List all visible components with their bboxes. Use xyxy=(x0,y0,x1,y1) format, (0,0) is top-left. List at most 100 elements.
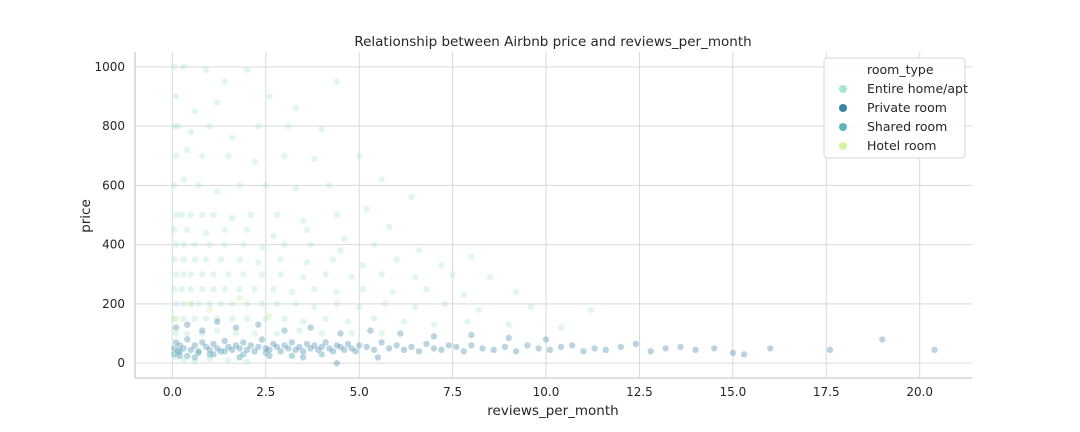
data-point xyxy=(266,93,273,100)
data-point xyxy=(587,306,595,313)
data-point xyxy=(210,211,217,219)
data-point xyxy=(210,351,217,358)
x-tick-label: 5.0 xyxy=(350,385,369,399)
data-point xyxy=(180,176,187,183)
data-point xyxy=(258,244,266,251)
data-point xyxy=(191,354,198,361)
data-point xyxy=(299,354,307,361)
data-point xyxy=(240,271,247,278)
data-point xyxy=(240,241,247,248)
data-point xyxy=(527,303,535,311)
data-point xyxy=(329,348,337,355)
data-point xyxy=(400,346,408,353)
data-point xyxy=(296,343,303,351)
data-point xyxy=(172,315,180,322)
data-point xyxy=(307,324,314,331)
data-point xyxy=(262,182,269,189)
x-tick-label: 17.5 xyxy=(813,385,840,399)
data-point xyxy=(326,345,333,352)
data-point xyxy=(292,300,299,308)
legend-marker xyxy=(839,142,847,150)
data-point xyxy=(311,342,318,349)
data-point xyxy=(415,247,423,254)
series-shared-room xyxy=(171,348,325,359)
data-point xyxy=(199,327,206,334)
data-point xyxy=(273,300,281,308)
data-point xyxy=(348,345,355,352)
data-point xyxy=(412,274,419,281)
data-point xyxy=(210,271,217,278)
data-point xyxy=(299,274,307,281)
data-point xyxy=(449,271,456,278)
data-point xyxy=(199,271,206,278)
data-point xyxy=(512,348,520,355)
legend-label: Hotel room xyxy=(867,138,936,153)
data-point xyxy=(202,229,210,236)
data-point xyxy=(363,205,370,213)
data-point xyxy=(191,358,198,365)
data-point xyxy=(171,63,178,70)
data-point xyxy=(356,342,363,349)
legend-marker xyxy=(839,104,847,112)
data-point xyxy=(423,285,430,293)
data-point xyxy=(318,330,325,337)
data-points xyxy=(171,63,938,367)
data-point xyxy=(370,346,378,353)
data-point xyxy=(468,253,475,260)
data-point xyxy=(255,122,262,130)
data-point xyxy=(180,256,187,263)
data-point xyxy=(180,315,187,322)
data-point xyxy=(270,340,277,348)
data-point xyxy=(191,256,198,263)
data-point xyxy=(348,274,355,281)
data-point xyxy=(217,300,225,308)
data-point xyxy=(229,315,236,322)
x-axis-label: reviews_per_month xyxy=(487,403,618,419)
data-point xyxy=(370,315,378,322)
data-point xyxy=(214,188,221,195)
data-point xyxy=(214,345,221,352)
data-point xyxy=(464,318,471,325)
x-tick-label: 12.5 xyxy=(626,385,653,399)
data-point xyxy=(557,324,565,331)
data-point xyxy=(378,330,385,337)
data-point xyxy=(221,226,228,233)
data-point xyxy=(512,288,520,296)
data-point xyxy=(408,194,415,201)
data-point xyxy=(206,241,213,248)
data-point xyxy=(225,357,232,364)
data-point xyxy=(172,324,180,331)
data-point xyxy=(184,336,191,343)
data-point xyxy=(505,321,512,328)
data-point xyxy=(172,241,180,248)
x-tick-label: 15.0 xyxy=(719,385,746,399)
data-point xyxy=(303,340,311,348)
data-point xyxy=(229,300,236,308)
data-point xyxy=(178,211,185,219)
data-point xyxy=(262,345,269,352)
data-point xyxy=(270,232,277,239)
data-point xyxy=(767,345,774,352)
data-point xyxy=(711,345,718,352)
data-point xyxy=(221,285,228,293)
data-point xyxy=(187,346,195,353)
data-point xyxy=(171,351,178,358)
data-point xyxy=(270,285,277,293)
data-point xyxy=(337,343,344,351)
data-point xyxy=(251,158,258,165)
data-point xyxy=(479,345,486,352)
data-point xyxy=(333,211,340,219)
data-point xyxy=(187,128,195,136)
data-point xyxy=(176,342,183,349)
data-point xyxy=(438,346,445,353)
data-point xyxy=(273,343,281,351)
data-point xyxy=(460,291,467,299)
data-point xyxy=(199,211,206,219)
data-point xyxy=(172,300,180,308)
data-point xyxy=(225,271,232,278)
data-point xyxy=(288,352,296,359)
data-point xyxy=(277,256,284,263)
data-point xyxy=(258,336,266,343)
data-point xyxy=(206,355,213,362)
data-point xyxy=(311,303,318,311)
